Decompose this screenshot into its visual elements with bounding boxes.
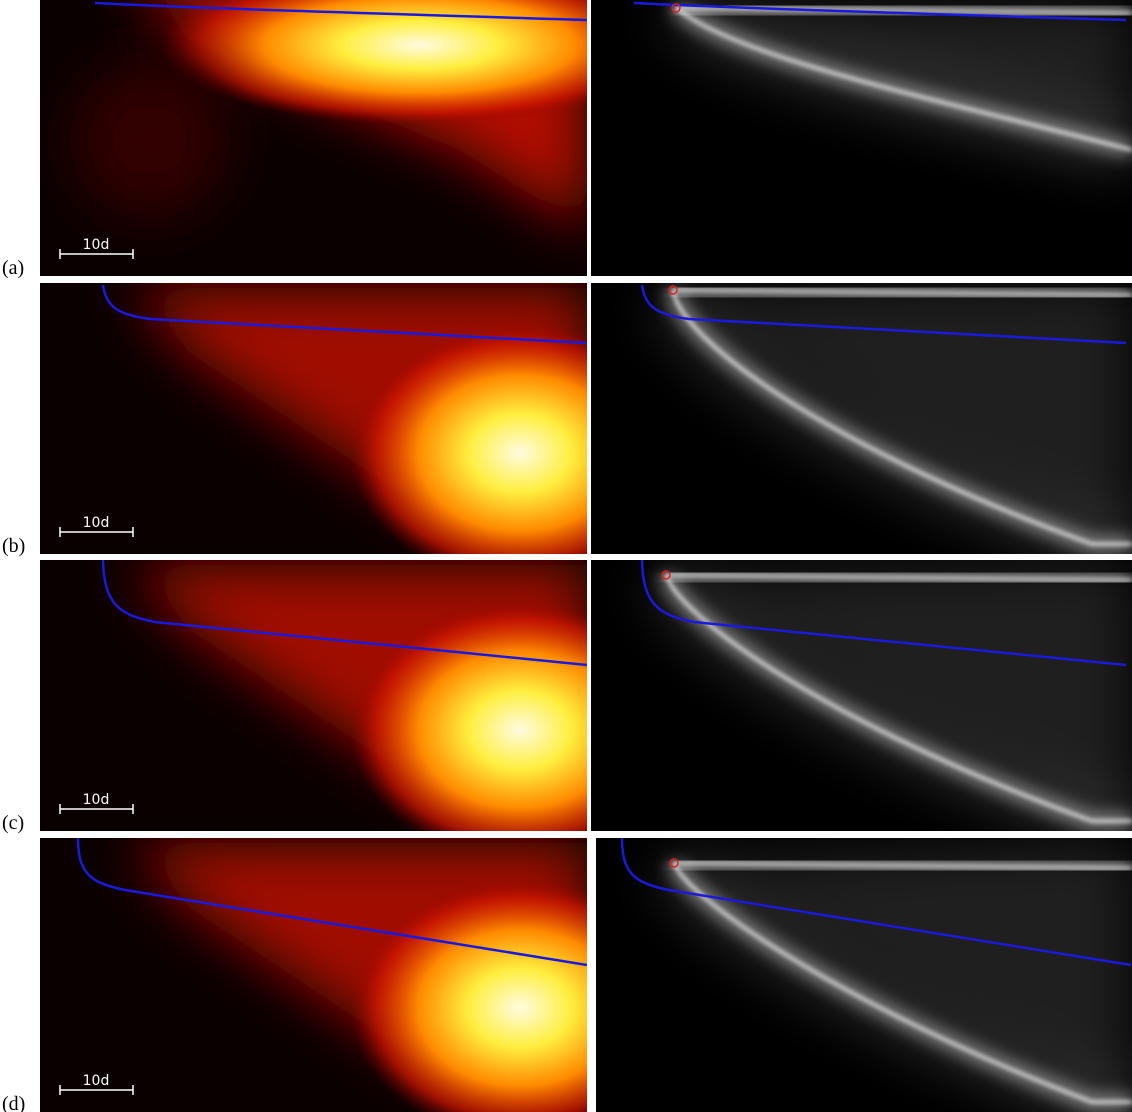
panel-label: (b) xyxy=(2,535,25,557)
streak-panel xyxy=(591,0,1132,276)
panel-label: (a) xyxy=(2,257,24,279)
streak-panel xyxy=(596,838,1132,1112)
scale-label: 10d xyxy=(83,515,110,531)
heatmap-panel: 10d xyxy=(40,0,680,276)
faint xyxy=(70,60,230,220)
scale-label: 10d xyxy=(83,792,110,808)
panel-label: (d) xyxy=(2,1093,25,1112)
heatmap-panel: 10d xyxy=(40,838,690,1112)
streak-panel xyxy=(591,560,1132,831)
figure: 10d (a) 10d (b) 10d (c) 10d (d) xyxy=(0,0,1132,1112)
scale-label: 10d xyxy=(83,1073,110,1089)
streak-panel xyxy=(591,283,1132,554)
scale-label: 10d xyxy=(83,237,110,253)
panel-label: (c) xyxy=(2,812,24,834)
